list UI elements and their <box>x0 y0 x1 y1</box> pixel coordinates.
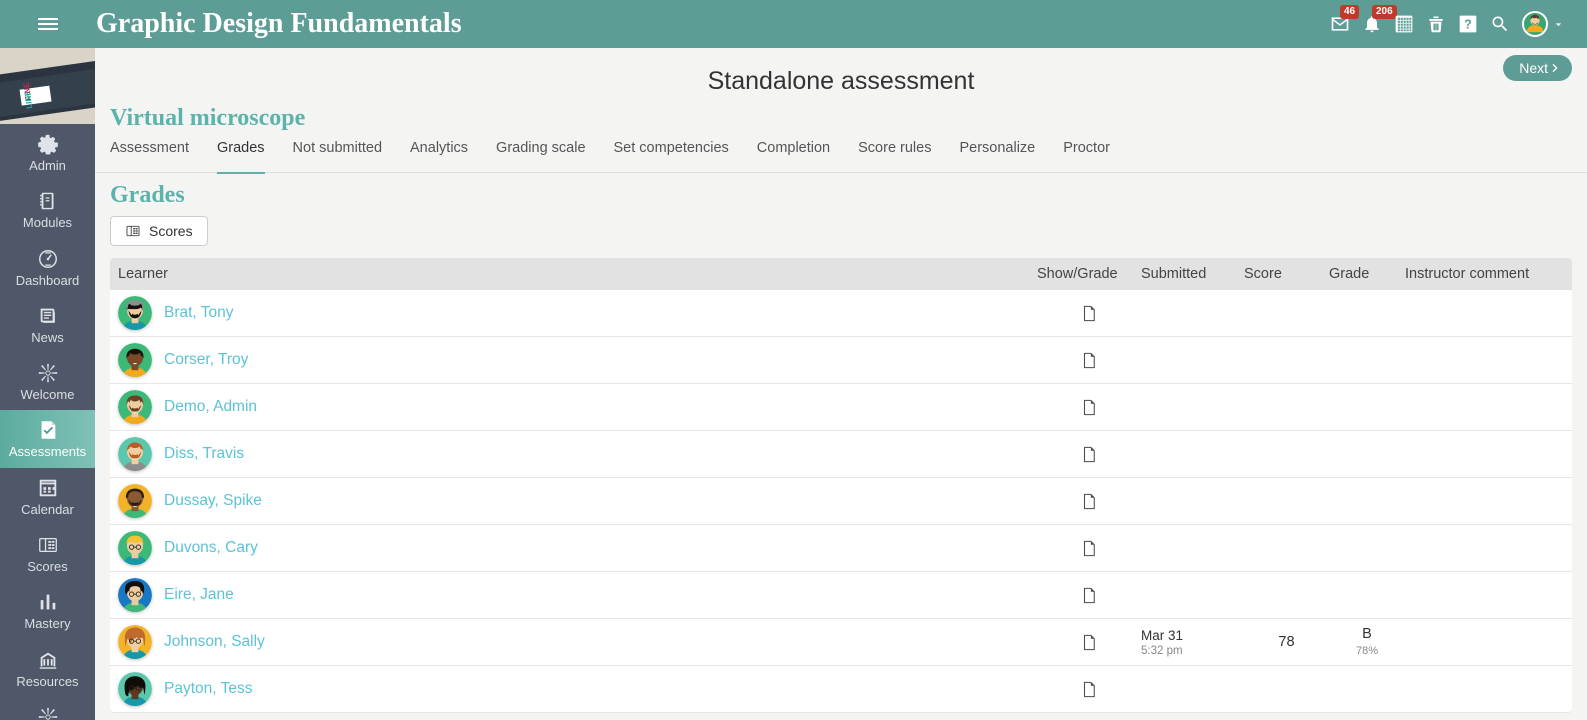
svg-text:?: ? <box>1464 18 1472 32</box>
